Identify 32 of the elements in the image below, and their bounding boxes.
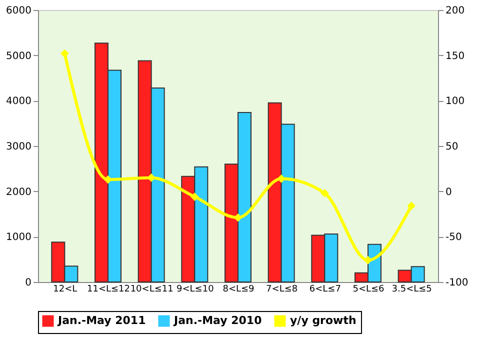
y2-tick-label: 0 — [446, 186, 452, 198]
y2-tick-label: 50 — [446, 142, 458, 152]
x-tick-label: 9<L≤10 — [176, 284, 214, 294]
legend-label: y/y growth — [290, 314, 356, 327]
x-tick-label: 11<L≤12 — [86, 284, 130, 294]
x-tick-label: 5<L≤6 — [352, 284, 385, 294]
y-tick-label: 6000 — [6, 6, 32, 16]
point — [407, 202, 416, 210]
y2-tick-label: 100 — [446, 96, 465, 108]
x-tick-label: 6<L≤7 — [309, 284, 341, 294]
point — [60, 49, 69, 58]
x-tick-label: 8<L≤9 — [222, 284, 255, 294]
y-tick-label: 1000 — [6, 232, 32, 244]
point — [364, 256, 372, 264]
point — [190, 192, 199, 201]
y-tick-label: 3000 — [6, 142, 32, 152]
legend-label: Jan.-May 2011 — [57, 314, 146, 327]
x-tick-label: 10<L≤11 — [130, 284, 174, 294]
y2-tick-label: 200 — [446, 6, 465, 16]
y2-tick-label: -50 — [446, 232, 462, 244]
legend-label: Jan.-May 2010 — [173, 314, 262, 327]
x-tick-label: 12<L — [53, 284, 78, 294]
y2-tick-label: -100 — [446, 278, 468, 288]
y-tick-label: 4000 — [6, 96, 32, 108]
point — [320, 188, 329, 198]
x-tick-label: 3.5<L≤5 — [392, 284, 432, 294]
y-tick-label: 2000 — [6, 186, 32, 198]
y2-tick-label: 150 — [446, 50, 465, 62]
point — [234, 213, 242, 222]
y-tick-label: 5000 — [6, 50, 32, 62]
y-tick-label: 0 — [25, 278, 32, 288]
x-tick-label: 7<L≤8 — [266, 284, 298, 294]
